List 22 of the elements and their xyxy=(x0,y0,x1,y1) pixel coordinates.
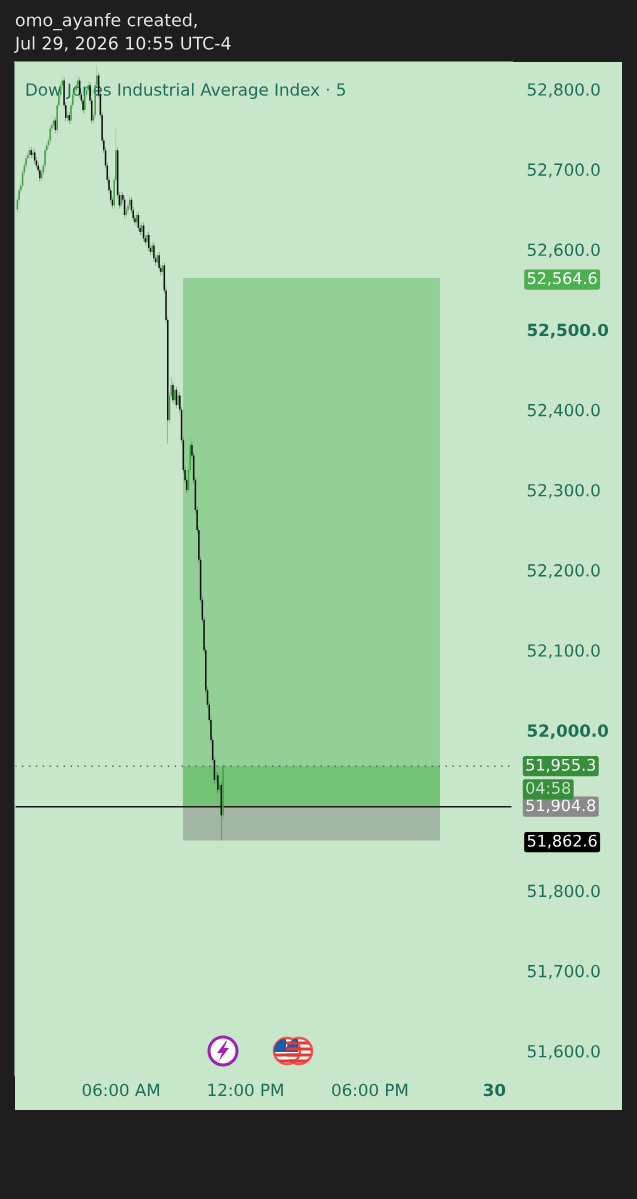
y-tick-label: 52,300.0 xyxy=(527,483,600,499)
y-tick-label: 51,862.6 xyxy=(527,834,597,849)
y-tick-label: 52,400.0 xyxy=(527,403,600,419)
x-tick-label: 06:00 AM xyxy=(82,1083,160,1097)
y-tick-label: 52,564.6 xyxy=(527,272,597,286)
ref-line-label: 51,955.3 xyxy=(526,758,596,773)
x-tick-label: 06:00 PM xyxy=(332,1083,408,1097)
x-tick-label: 30 xyxy=(483,1083,506,1097)
y-tick-label: 51,800.0 xyxy=(527,884,600,899)
y-tick-label: 51,700.0 xyxy=(527,964,600,980)
x-tick-label: 12:00 PM xyxy=(208,1083,283,1097)
y-tick-label: 51,600.0 xyxy=(527,1044,600,1060)
y-tick-label: 52,200.0 xyxy=(527,564,600,579)
y-tick-label: 52,000.0 xyxy=(527,724,609,740)
y-tick-label: 52,700.0 xyxy=(527,163,600,178)
text: 04:58 xyxy=(526,781,571,794)
y-tick-label: 52,500.0 xyxy=(527,323,609,339)
chart-subtitle: omo_ayanfe created, Jul 29, 2026 10:55 UTC-4 xyxy=(14,13,231,53)
ref-line-label: 51,904.8 xyxy=(526,799,596,813)
y-tick-label: 52,100.0 xyxy=(527,644,600,659)
y-tick-label: 52,800.0 xyxy=(527,83,600,98)
y-tick-label: 52,600.0 xyxy=(527,243,600,258)
